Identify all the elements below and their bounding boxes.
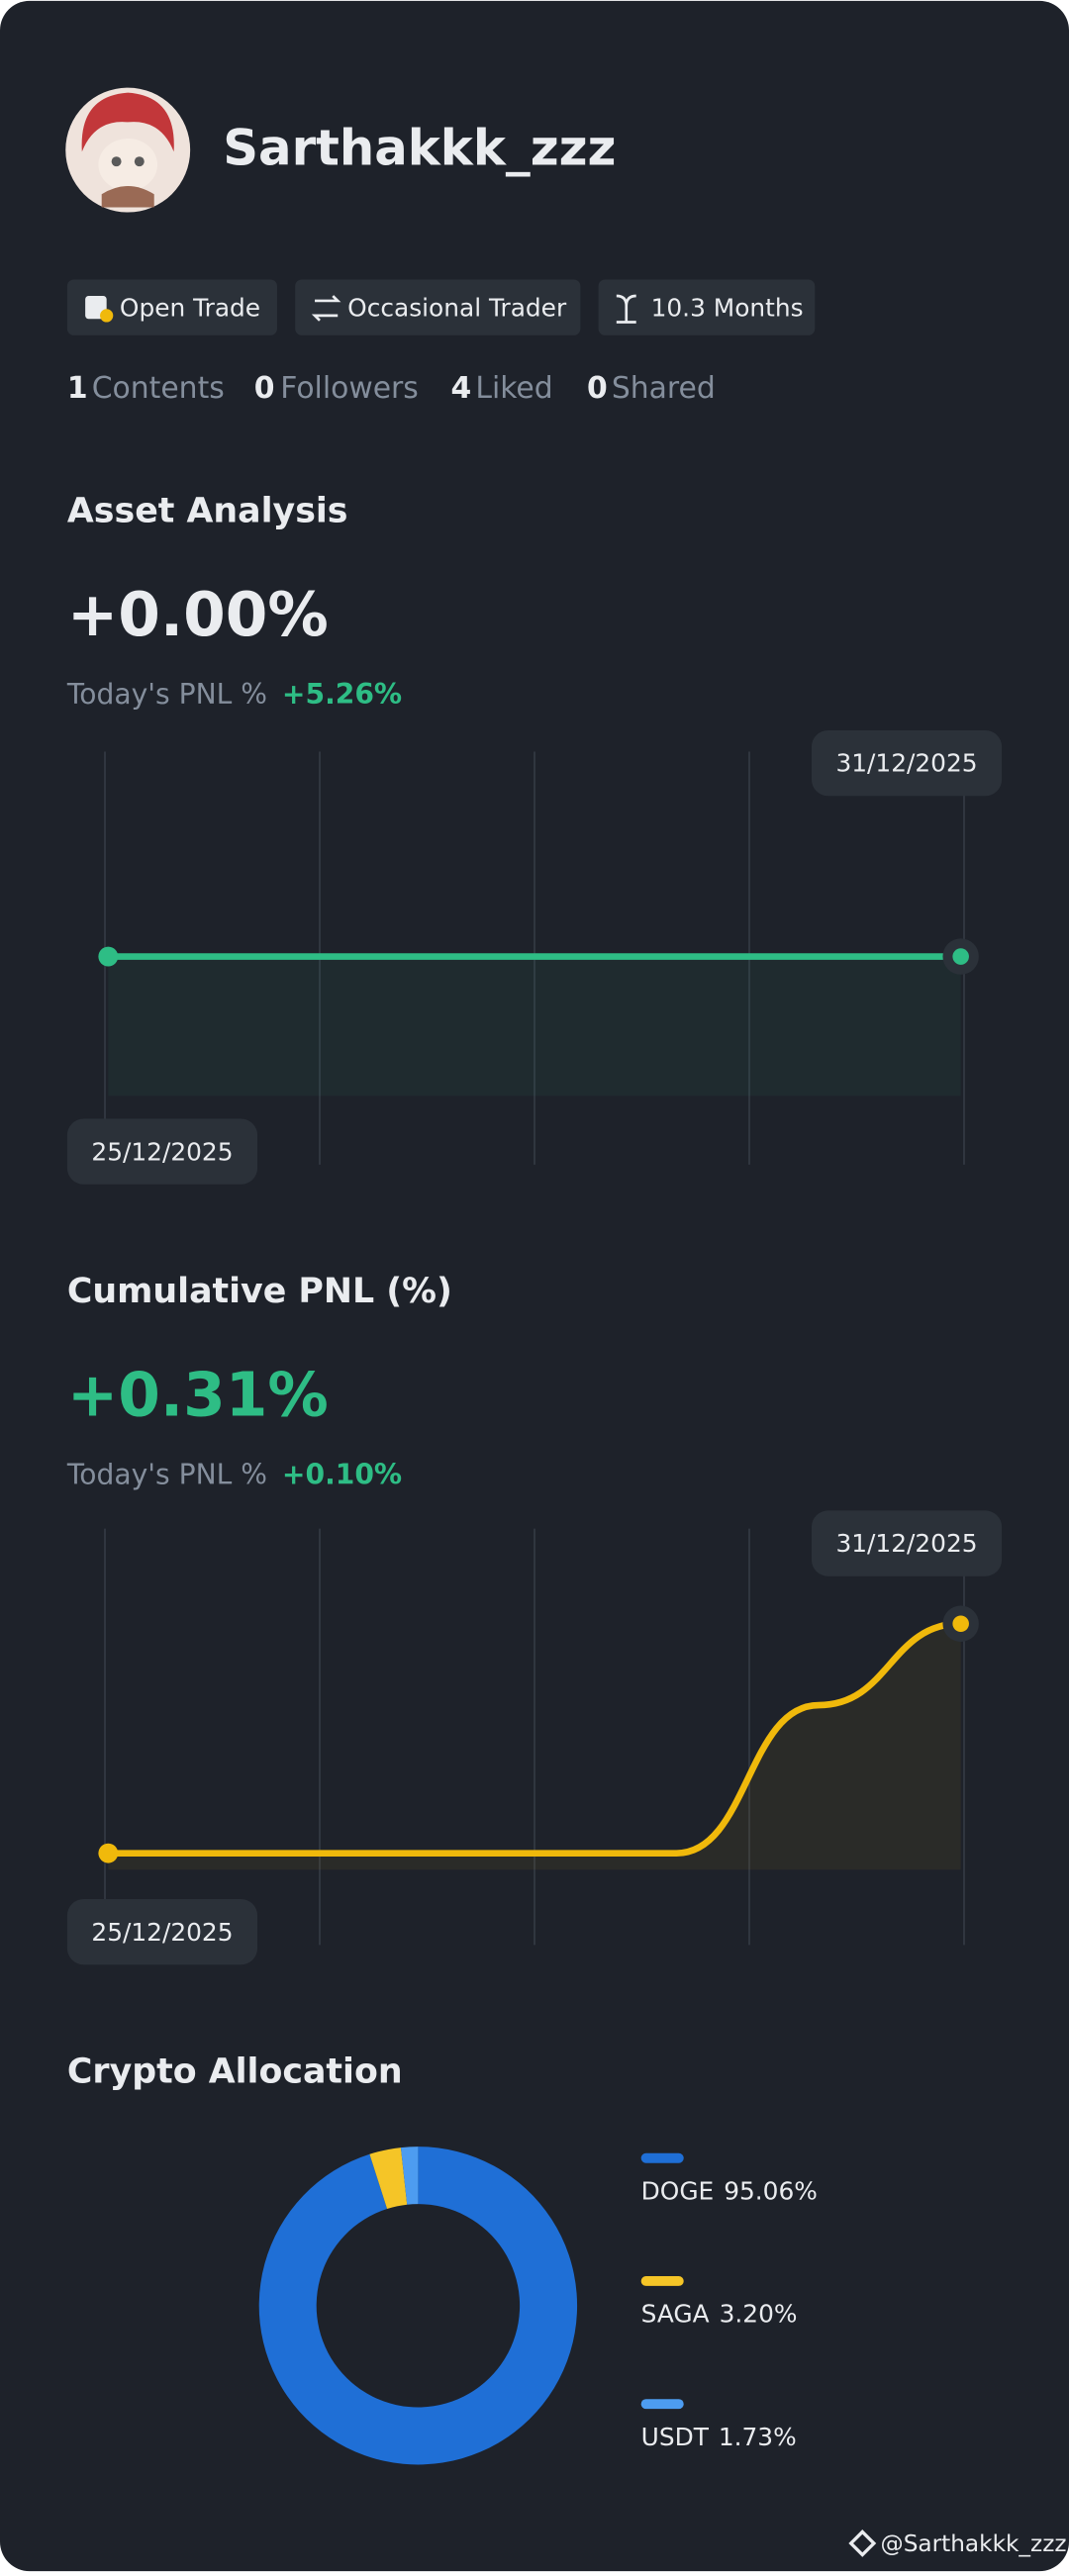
date-label: 25/12/2025 <box>91 1137 233 1166</box>
legend-value: 1.73% <box>719 2423 797 2451</box>
date-tag <box>811 1510 1003 1576</box>
watermark-text: @Sarthakkk_zzz <box>881 2530 1067 2557</box>
today-value: +5.26% <box>282 678 402 711</box>
stat-label[interactable]: Liked <box>475 371 552 406</box>
area <box>108 1623 961 1870</box>
today-value: +0.10% <box>282 1459 402 1491</box>
donut-segment <box>369 2147 408 2209</box>
area <box>108 956 961 1097</box>
point <box>98 946 119 967</box>
donut-chart: DOGE 95.06% SAGA 3.20% USDT 1.73% <box>258 2147 818 2465</box>
date-label: 25/12/2025 <box>91 1918 233 1947</box>
section-title: Asset Analysis <box>67 492 348 531</box>
stat-count: 1 <box>67 371 88 406</box>
legend-swatch <box>640 2399 684 2410</box>
watermark: @Sarthakkk_zzz <box>848 2529 1067 2557</box>
donut-segment <box>400 2147 419 2205</box>
badge: 10.3 Months <box>598 279 816 335</box>
line-chart: 25/12/2025 31/12/2025 <box>66 1510 1003 1965</box>
point <box>98 1843 119 1863</box>
stat-label[interactable]: Followers <box>280 371 419 406</box>
badge-label: 10.3 Months <box>651 293 804 322</box>
point <box>952 948 969 965</box>
donut-segment <box>258 2147 578 2465</box>
badge-label: Open Trade <box>120 293 260 322</box>
legend-value: 3.20% <box>720 2300 798 2329</box>
stat-count: 4 <box>451 371 472 406</box>
date-label: 31/12/2025 <box>835 749 977 778</box>
today-label: Today's PNL % <box>66 678 267 711</box>
legend-value: 95.06% <box>724 2177 818 2206</box>
avatar[interactable] <box>65 87 191 213</box>
date-tag <box>66 1899 258 1965</box>
username: Sarthakkk_zzz <box>223 120 616 177</box>
point <box>952 1615 969 1633</box>
badge: Open Trade <box>66 279 277 335</box>
line-chart: 25/12/2025 31/12/2025 <box>66 729 1003 1185</box>
legend-name: SAGA <box>641 2300 710 2329</box>
legend-name: DOGE <box>641 2177 715 2206</box>
section-title: Cumulative PNL (%) <box>67 1272 452 1311</box>
line <box>108 1620 961 1857</box>
legend-name: USDT <box>641 2423 710 2451</box>
legend-swatch <box>640 2152 684 2163</box>
date-label: 31/12/2025 <box>835 1529 977 1558</box>
date-tag <box>66 1118 258 1185</box>
stat-label[interactable]: Contents <box>92 371 225 406</box>
stat-label[interactable]: Shared <box>612 371 716 406</box>
date-tag <box>811 729 1003 797</box>
stat-count: 0 <box>254 371 275 406</box>
badge-label: Occasional Trader <box>347 293 567 322</box>
headline-value: +0.31% <box>67 1360 329 1430</box>
legend-swatch <box>640 2275 684 2286</box>
section-title: Crypto Allocation <box>67 2052 403 2092</box>
headline-value: +0.00% <box>67 580 329 650</box>
stat-count: 0 <box>587 371 608 406</box>
today-label: Today's PNL % <box>66 1459 267 1491</box>
badge: Occasional Trader <box>295 279 581 335</box>
